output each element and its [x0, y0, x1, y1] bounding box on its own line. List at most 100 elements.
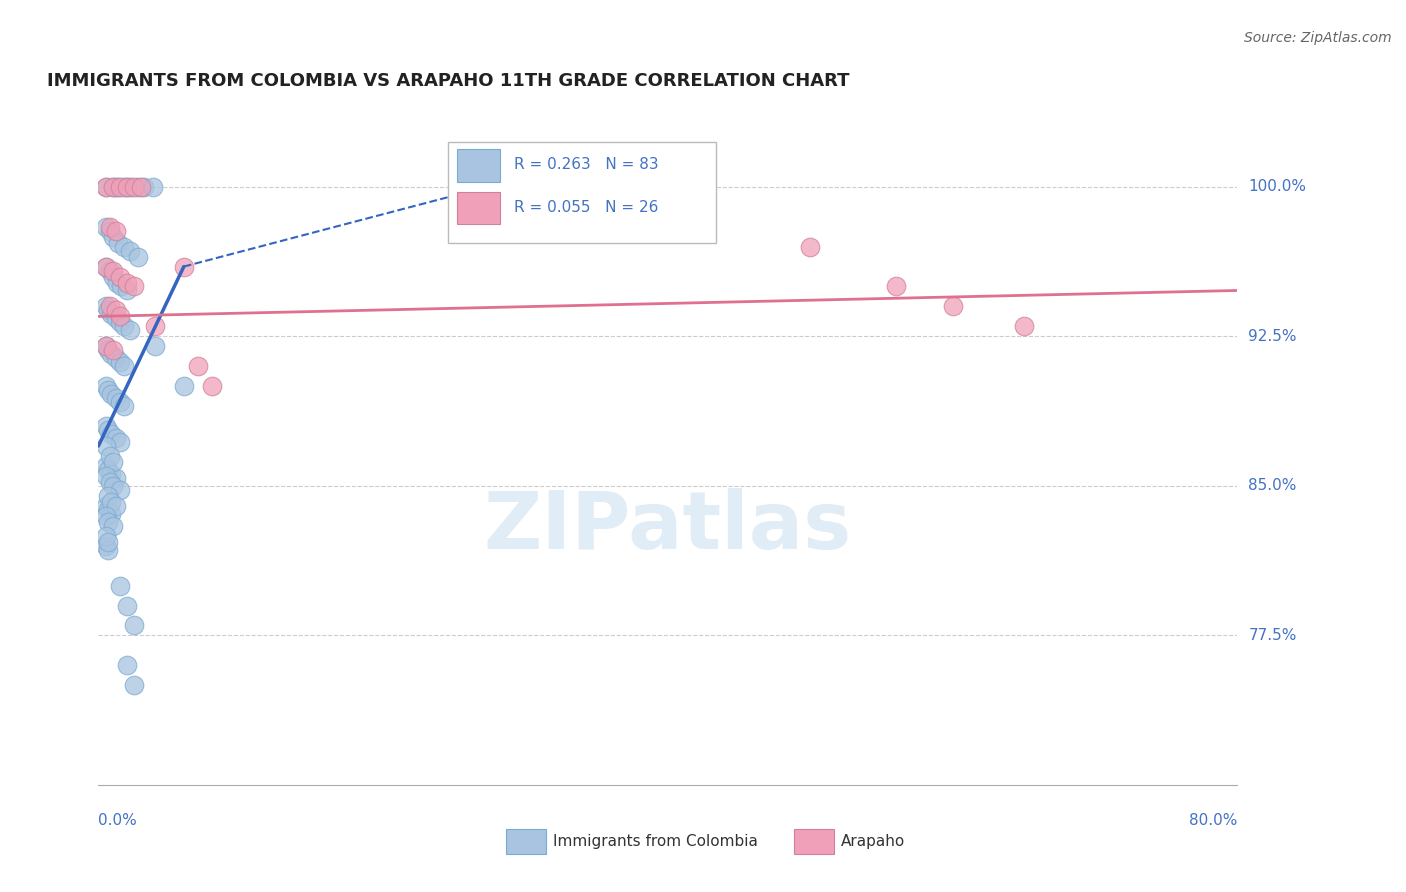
- Point: [145, 319, 167, 334]
- Point: [97, 534, 120, 549]
- Point: [94, 379, 117, 393]
- Point: [141, 179, 163, 194]
- Point: [799, 239, 821, 253]
- Point: [97, 489, 120, 503]
- Point: [132, 179, 155, 194]
- Point: [97, 383, 120, 397]
- Point: [108, 435, 131, 450]
- Point: [107, 235, 129, 250]
- Point: [101, 263, 124, 277]
- Point: [127, 179, 149, 194]
- Point: [101, 479, 124, 493]
- Point: [97, 303, 120, 318]
- Point: [104, 431, 127, 445]
- Point: [97, 463, 120, 477]
- Point: [101, 455, 124, 469]
- Point: [104, 391, 127, 405]
- Point: [118, 244, 141, 258]
- Point: [118, 323, 141, 337]
- Point: [104, 499, 127, 513]
- Point: [104, 224, 127, 238]
- Point: [98, 475, 121, 489]
- Point: [112, 239, 135, 253]
- Point: [94, 469, 117, 483]
- Point: [108, 310, 131, 324]
- Point: [97, 542, 120, 557]
- Text: 92.5%: 92.5%: [1249, 329, 1296, 343]
- Point: [101, 518, 124, 533]
- Point: [201, 379, 224, 393]
- Point: [122, 618, 145, 632]
- Point: [112, 359, 135, 374]
- Text: 77.5%: 77.5%: [1249, 628, 1296, 643]
- Point: [108, 578, 131, 592]
- Text: ZIPatlas: ZIPatlas: [484, 488, 852, 566]
- Point: [100, 495, 122, 509]
- FancyBboxPatch shape: [457, 149, 501, 182]
- Point: [120, 179, 142, 194]
- Point: [112, 319, 135, 334]
- FancyBboxPatch shape: [449, 143, 716, 243]
- Point: [100, 467, 122, 481]
- Point: [94, 219, 117, 234]
- Text: 100.0%: 100.0%: [1249, 179, 1306, 194]
- Point: [105, 276, 128, 290]
- Point: [115, 284, 138, 298]
- Point: [108, 269, 131, 284]
- Point: [94, 529, 117, 543]
- Point: [101, 229, 124, 244]
- Point: [115, 179, 138, 194]
- Point: [115, 179, 138, 194]
- Point: [97, 423, 120, 437]
- Point: [115, 658, 138, 673]
- Point: [98, 300, 121, 314]
- Text: Source: ZipAtlas.com: Source: ZipAtlas.com: [1244, 31, 1392, 45]
- Point: [108, 179, 131, 194]
- Text: Arapaho: Arapaho: [841, 834, 905, 848]
- Text: R = 0.055   N = 26: R = 0.055 N = 26: [515, 200, 658, 215]
- Text: Immigrants from Colombia: Immigrants from Colombia: [553, 834, 758, 848]
- Point: [101, 179, 124, 194]
- Point: [129, 179, 152, 194]
- Text: 80.0%: 80.0%: [1189, 813, 1237, 828]
- Point: [94, 260, 117, 274]
- Point: [100, 507, 122, 521]
- Point: [101, 179, 124, 194]
- Point: [145, 339, 167, 353]
- Point: [115, 276, 138, 290]
- Point: [104, 311, 127, 326]
- Point: [100, 347, 122, 361]
- Point: [100, 387, 122, 401]
- Point: [108, 355, 131, 369]
- Point: [97, 515, 120, 529]
- Point: [100, 427, 122, 442]
- Point: [100, 307, 122, 321]
- Text: R = 0.263   N = 83: R = 0.263 N = 83: [515, 157, 659, 172]
- Point: [173, 379, 195, 393]
- Point: [97, 503, 120, 517]
- Point: [108, 483, 131, 497]
- Point: [94, 439, 117, 453]
- Point: [94, 179, 117, 194]
- Point: [115, 599, 138, 613]
- Point: [98, 263, 121, 277]
- Point: [127, 250, 149, 264]
- Point: [884, 279, 907, 293]
- Point: [94, 260, 117, 274]
- Point: [122, 179, 145, 194]
- Point: [173, 260, 195, 274]
- Point: [122, 279, 145, 293]
- Text: 0.0%: 0.0%: [98, 813, 138, 828]
- Point: [1012, 319, 1035, 334]
- Point: [101, 269, 124, 284]
- Point: [187, 359, 209, 374]
- Point: [107, 179, 129, 194]
- Point: [101, 343, 124, 358]
- Point: [98, 449, 121, 463]
- Point: [94, 499, 117, 513]
- Point: [110, 279, 132, 293]
- Point: [104, 471, 127, 485]
- Point: [94, 179, 117, 194]
- Text: 85.0%: 85.0%: [1249, 478, 1296, 493]
- Point: [97, 343, 120, 358]
